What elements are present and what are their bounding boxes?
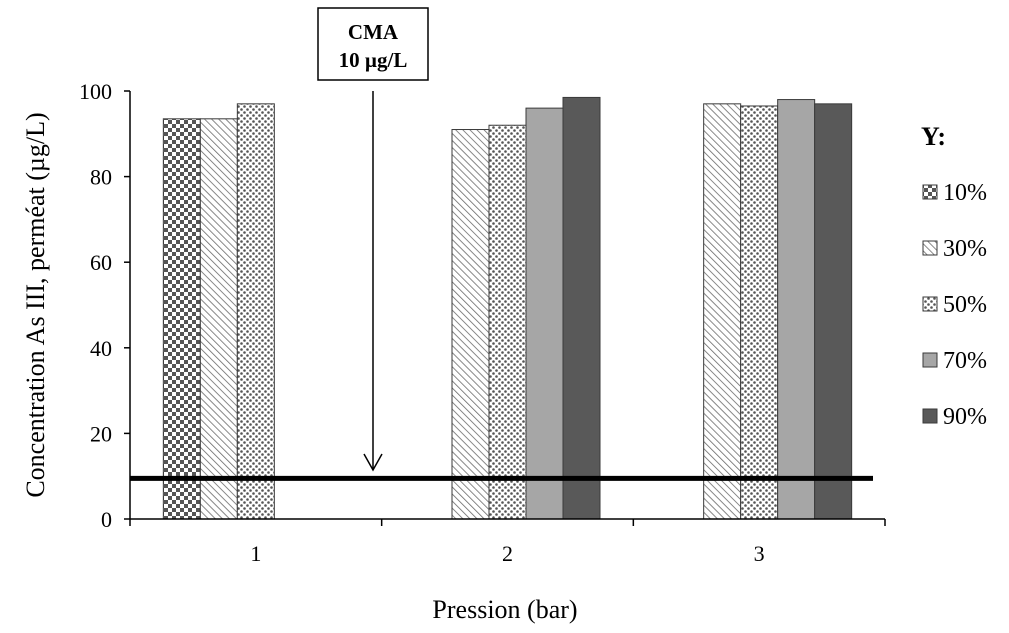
legend-label-30: 30% [943,236,987,262]
bar-30-p1 [199,118,238,520]
y-tick-label-60: 60 [90,250,112,275]
annotation-arrow-head [363,453,383,472]
x-tick-label-3: 3 [754,541,765,566]
bars-group [162,96,853,520]
annotation-line1: CMA [348,20,399,44]
annotation-line2: 10 µg/L [339,48,408,72]
bar-70-p3 [777,99,816,520]
y-tick-label-40: 40 [90,336,112,361]
annotation-box [317,7,429,81]
x-ticks: 1 2 3 [129,519,886,566]
legend-title: Y: [921,122,946,151]
bar-50-p2 [488,124,527,520]
legend-swatch-30 [922,240,938,256]
legend-label-50: 50% [943,292,987,318]
bar-30-p2 [451,129,490,520]
y-axis-title: Concentration As III, perméat (µg/L) [21,112,50,497]
bar-50-p1 [236,103,275,520]
legend-swatch-90 [922,408,938,424]
y-tick-label-0: 0 [101,507,112,532]
legend-label-10: 10% [943,180,987,206]
legend-label-70: 70% [943,348,987,374]
cma-annotation: CMA 10 µg/L [317,7,429,472]
bar-70-p2 [525,107,564,520]
bar-10-p1 [162,118,201,520]
x-axis-title: Pression (bar) [432,595,577,624]
bar-30-p3 [703,103,742,520]
bar-90-p2 [562,96,601,520]
y-tick-label-100: 100 [79,79,112,104]
legend-swatch-70 [922,352,938,368]
bar-90-p3 [814,103,853,520]
bar-50-p3 [740,105,779,520]
y-tick-label-20: 20 [90,421,112,446]
y-ticks: 0 20 40 60 80 100 [79,79,130,532]
legend-swatch-50 [922,296,938,312]
x-tick-label-1: 1 [250,541,261,566]
legend: Y: 10% 30% 50% 70% 90% [921,122,987,430]
x-tick-label-2: 2 [502,541,513,566]
y-tick-label-80: 80 [90,165,112,190]
legend-label-90: 90% [943,404,987,430]
legend-swatch-10 [922,184,938,200]
axes [129,91,885,520]
